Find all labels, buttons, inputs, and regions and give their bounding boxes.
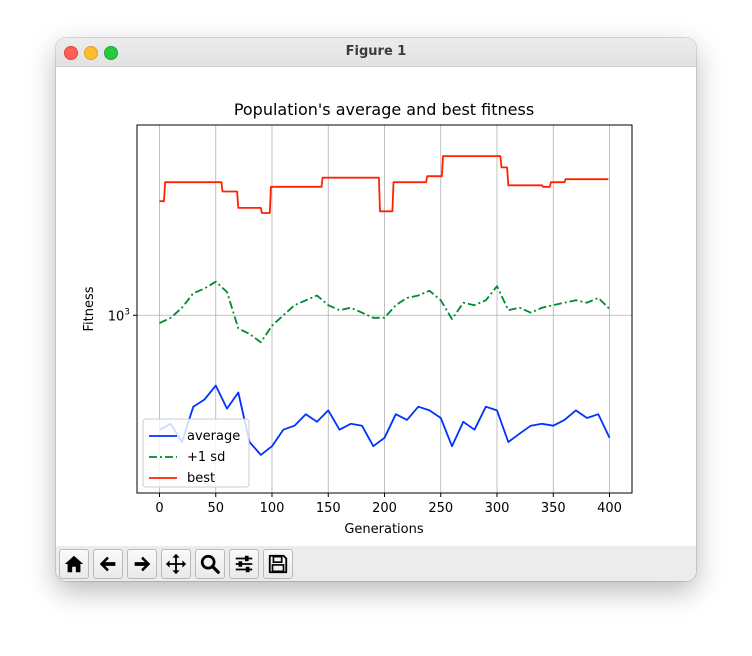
y-tick-label: 103 (108, 307, 130, 324)
legend-label: +1 sd (187, 450, 225, 465)
series-line-3 (159, 155, 609, 214)
legend-label: best (187, 471, 215, 486)
home-button[interactable] (59, 549, 89, 579)
fitness-chart: Population's average and best fitness 0 5… (82, 100, 633, 537)
series-line-2 (159, 280, 611, 344)
pan-button[interactable] (161, 549, 191, 579)
x-tick-label: 400 (597, 501, 622, 516)
arrow-right-icon (134, 556, 151, 572)
x-axis-label: Generations (344, 522, 424, 537)
legend-label: average (187, 429, 240, 444)
legend-entries: average +1 sd best (149, 429, 240, 486)
magnifier-icon (200, 554, 220, 574)
back-button[interactable] (93, 549, 123, 579)
title-bar: Figure 1 (56, 38, 696, 67)
x-tick-label: 100 (260, 501, 285, 516)
home-icon (64, 555, 84, 573)
minimize-window-button[interactable] (84, 46, 98, 60)
legend: average +1 sd best (142, 418, 250, 488)
configure-subplots-button[interactable] (229, 549, 259, 579)
floppy-disk-icon (268, 554, 288, 574)
arrow-left-icon (99, 556, 116, 572)
x-tick-label: 0 (155, 501, 163, 516)
x-tick-label: 300 (485, 501, 510, 516)
sliders-icon (235, 555, 253, 573)
x-tick-label: 150 (316, 501, 341, 516)
chart-title: Population's average and best fitness (234, 100, 534, 119)
move-icon (165, 553, 187, 575)
zoom-button[interactable] (195, 549, 225, 579)
maximize-window-button[interactable] (104, 46, 118, 60)
close-window-button[interactable] (64, 46, 78, 60)
x-tick-label: 250 (428, 501, 453, 516)
plot-lines (159, 155, 611, 456)
x-tick-label: 50 (207, 501, 224, 516)
axis-ticks: 0 50 100 150 200 250 300 350 400 103 (108, 307, 622, 516)
y-axis-label: Fitness (82, 286, 97, 331)
series-line-1 (159, 384, 611, 456)
navigation-toolbar (56, 546, 696, 581)
x-tick-label: 350 (541, 501, 566, 516)
x-tick-label: 200 (372, 501, 397, 516)
figure-canvas[interactable]: Population's average and best fitness 0 5… (56, 67, 696, 546)
figure-window: Figure 1 Population's average and best f… (56, 38, 696, 581)
window-title: Figure 1 (345, 44, 407, 59)
forward-button[interactable] (127, 549, 157, 579)
save-button[interactable] (263, 549, 293, 579)
